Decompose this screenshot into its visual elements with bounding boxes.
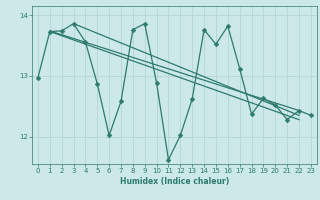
X-axis label: Humidex (Indice chaleur): Humidex (Indice chaleur) [120, 177, 229, 186]
